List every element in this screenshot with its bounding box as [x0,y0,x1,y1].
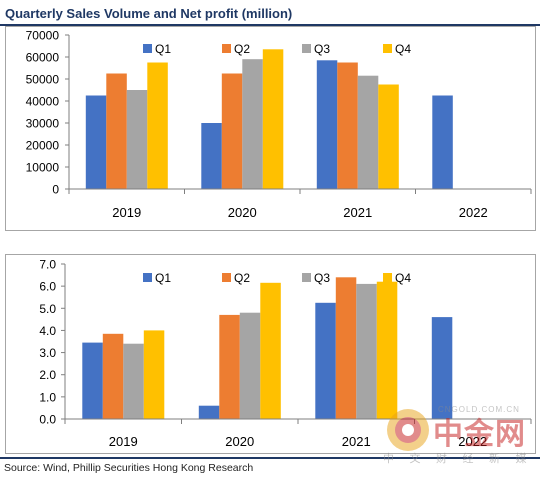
net-profit-chart: 0.0 1.0 2.0 3.0 4.0 5.0 6.0 7.0 2019 2020 2021 2022… [39,258,532,449]
source-rule [0,457,540,459]
y-tick-label: 20000 [26,139,60,153]
bar-q2-2020 [221,73,243,189]
y-tick-label: 50000 [26,73,60,87]
bar-q4-2020 [260,282,281,419]
legend-label-q1: Q1 [155,271,171,285]
y-tick-label: 3.0 [39,346,56,360]
watermark: CNGOLD.COM.CN 中金网 中 文 财 经 新 媒 体 [383,404,540,466]
y-tick-label: 7.0 [39,258,56,272]
y-tick-label: 0 [52,183,59,197]
watermark-tagline: 中 文 财 经 新 媒 体 [383,452,540,465]
watermark-brand: 中金网 [433,417,526,452]
net-profit-chart-panel: 0.0 1.0 2.0 3.0 4.0 5.0 6.0 7.0 2019 2020 2021 2022… [5,254,536,454]
bar-q1-2021 [316,60,338,189]
y-tick-label: 30000 [26,117,60,131]
bar-q1-2019 [85,95,107,189]
bar-q3-2019 [123,343,144,419]
legend-label-q3: Q3 [314,271,330,285]
bar-q3-2020 [239,312,261,419]
watermark-site: CNGOLD.COM.CN [438,405,520,414]
bar-q2-2019 [102,333,124,420]
bar-q1-2020 [198,405,220,419]
source-note: Source: Wind, Phillip Securities Hong Ko… [4,462,254,474]
x-tick-label: 2022 [459,205,488,220]
legend-swatch-q3 [302,273,311,282]
y-tick-label: 40000 [26,95,60,109]
legend-label-q4: Q4 [395,271,411,285]
bar-q3-2020 [242,59,263,190]
bar-q2-2020 [219,314,240,419]
x-tick-label: 2020 [225,434,254,449]
bar-q4-2021 [378,84,399,189]
y-tick-label: 0.0 [39,413,56,427]
legend-swatch-q3 [302,44,311,53]
bar-q1-2019 [82,342,103,419]
bar-q1-2022 [431,317,453,419]
bar-q4-2019 [143,330,165,419]
bar-q2-2021 [335,277,357,419]
y-tick-label: 70000 [26,29,60,43]
legend-label-q3: Q3 [314,42,330,56]
title-rule [0,24,540,26]
bar-q2-2019 [106,73,127,189]
y-tick-label: 1.0 [39,390,56,404]
bar-q1-2021 [315,302,336,420]
legend-swatch-q1 [143,273,152,282]
bar-q3-2019 [126,90,148,189]
legend-label-q2: Q2 [234,42,250,56]
bar-q4-2021 [376,281,398,419]
y-tick-label: 60000 [26,51,60,65]
x-tick-label: 2020 [228,205,257,220]
sales-volume-chart: 0 10000 20000 30000 40000 50000 60000 70000 2019… [26,29,532,220]
legend-swatch-q4 [383,273,392,282]
cngold-logo-icon [387,409,429,451]
y-tick-label: 2.0 [39,368,56,382]
x-tick-label: 2021 [342,434,371,449]
y-tick-label: 5.0 [39,302,56,316]
bar-q4-2020 [262,49,284,189]
x-tick-label: 2019 [112,205,141,220]
y-tick-label: 6.0 [39,280,56,294]
bar-q2-2021 [337,62,358,189]
legend-swatch-q1 [143,44,152,53]
bar-q1-2020 [201,123,222,189]
legend-label-q1: Q1 [155,42,171,56]
legend-swatch-q2 [222,273,231,282]
bar-q3-2021 [357,75,379,189]
legend-swatch-q4 [383,44,392,53]
legend-label-q4: Q4 [395,42,411,56]
x-tick-label: 2022 [458,434,487,449]
legend-label-q2: Q2 [234,271,250,285]
bar-q3-2021 [356,283,377,419]
bar-q1-2022 [432,95,453,189]
x-tick-label: 2019 [109,434,138,449]
legend-swatch-q2 [222,44,231,53]
chart-title: Quarterly Sales Volume and Net profit (m… [5,6,293,21]
x-tick-label: 2021 [343,205,372,220]
bar-q4-2019 [147,62,168,189]
sales-volume-chart-panel: 0 10000 20000 30000 40000 50000 60000 70000 2019… [5,26,536,231]
y-tick-label: 4.0 [39,324,56,338]
y-tick-label: 10000 [26,161,60,175]
